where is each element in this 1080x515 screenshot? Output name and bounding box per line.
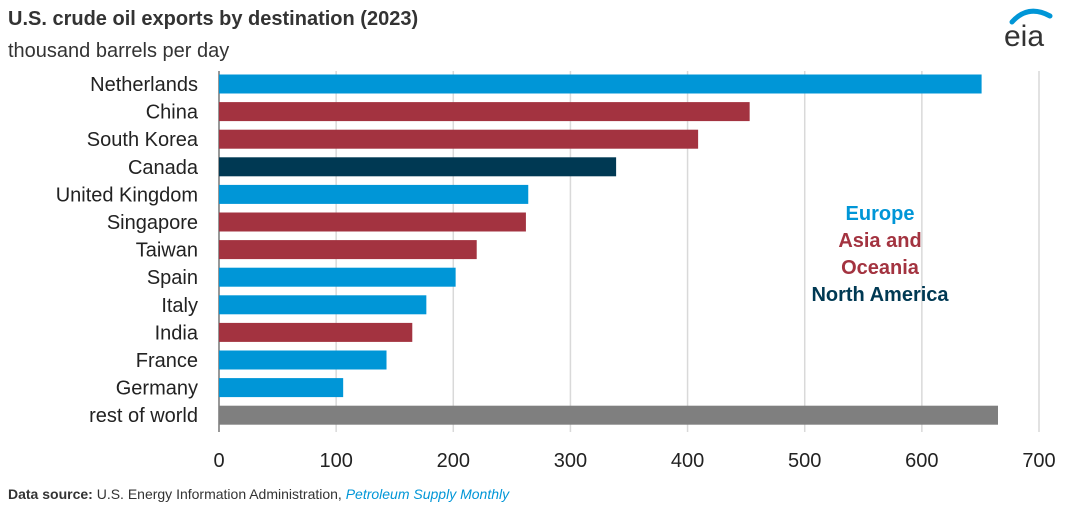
legend-label: Asia and [838, 230, 921, 252]
x-tick-label: 300 [554, 450, 587, 472]
data-source: Data source: U.S. Energy Information Adm… [8, 486, 509, 502]
bar-south-korea [219, 129, 699, 149]
chart-title: U.S. crude oil exports by destination (2… [8, 8, 419, 30]
legend-label: North America [811, 284, 949, 306]
chart-subtitle: thousand barrels per day [8, 40, 230, 62]
category-label: United Kingdom [56, 184, 198, 206]
category-label: China [146, 102, 199, 124]
category-label: France [136, 350, 198, 372]
logo-text: eia [1004, 20, 1044, 52]
legend-entry: Asia and Oceania [838, 230, 921, 279]
legend-entry: North America [811, 284, 949, 306]
x-tick-labels: 0 100 200 300 400 500 600 700 [213, 450, 1055, 472]
bar-netherlands [219, 74, 982, 94]
legend-label: Europe [846, 203, 915, 225]
x-tick-label: 500 [788, 450, 821, 472]
category-label: India [155, 322, 199, 344]
bar-china [219, 102, 750, 122]
bars [219, 74, 998, 425]
bar-rest-of-world [219, 405, 998, 425]
category-label: Singapore [107, 212, 198, 234]
x-tick-label: 0 [213, 450, 224, 472]
legend-label: Oceania [841, 257, 920, 279]
bar-italy [219, 295, 427, 315]
bar-canada [219, 157, 617, 177]
source-publication[interactable]: Petroleum Supply Monthly [345, 486, 510, 502]
legend-entry: Europe [846, 203, 915, 225]
category-label: Canada [128, 157, 199, 179]
bar-taiwan [219, 240, 477, 260]
source-text: U.S. Energy Information Administration, [96, 486, 342, 502]
x-tick-label: 100 [319, 450, 352, 472]
category-label: Spain [147, 267, 198, 289]
source-label: Data source: [8, 486, 93, 502]
bar-spain [219, 267, 456, 287]
x-tick-label: 200 [437, 450, 470, 472]
bar-singapore [219, 212, 526, 232]
x-tick-label: 600 [905, 450, 938, 472]
category-label: rest of world [89, 405, 198, 427]
category-label: Taiwan [136, 240, 198, 262]
bar-chart: Netherlands China South Korea Canada United … [56, 71, 1056, 472]
category-labels: Netherlands China South Korea Canada United … [56, 74, 199, 427]
bar-united-kingdom [219, 184, 529, 204]
category-label: South Korea [87, 129, 199, 151]
category-label: Netherlands [90, 74, 198, 96]
bar-india [219, 322, 413, 342]
x-tick-label: 400 [671, 450, 704, 472]
category-label: Germany [116, 378, 198, 400]
bar-france [219, 350, 387, 370]
eia-logo: eia [1004, 8, 1053, 52]
legend: Europe Asia and Oceania North America [811, 203, 949, 306]
x-tick-label: 700 [1022, 450, 1055, 472]
bar-germany [219, 378, 344, 398]
category-label: Italy [161, 295, 198, 317]
